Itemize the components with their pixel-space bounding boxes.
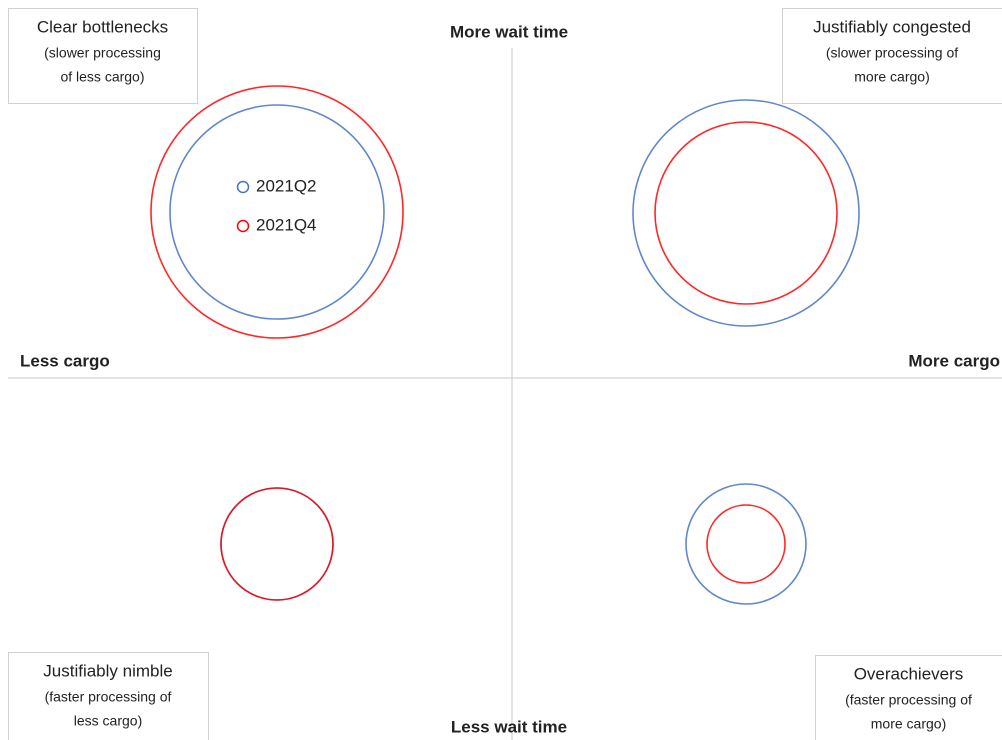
quadrant-title: Justifiably nimble	[43, 661, 172, 680]
axis-label-left: Less cargo	[20, 351, 110, 370]
axis-label-bottom: Less wait time	[451, 717, 567, 736]
bubble	[150, 85, 404, 339]
legend-marker	[236, 219, 250, 233]
legend-marker	[236, 180, 250, 194]
legend-label: 2021Q4	[256, 215, 317, 234]
quadrant-subtitle: (slower processing of	[826, 45, 958, 61]
quadrant-title: Overachievers	[854, 664, 964, 683]
quadrant-subtitle: (faster processing of	[45, 689, 172, 705]
bubble	[654, 121, 838, 305]
quadrant-box	[815, 655, 1002, 740]
legend-label: 2021Q2	[256, 176, 317, 195]
bubble	[220, 487, 334, 601]
quadrant-box	[8, 652, 209, 740]
quadrant-subtitle: more cargo)	[871, 716, 946, 732]
bubble	[685, 483, 807, 605]
quadrant-title: Justifiably congested	[813, 17, 971, 36]
bubble	[632, 99, 860, 327]
axis-label-right: More cargo	[908, 351, 1000, 370]
quadrant-subtitle: (slower processing	[44, 45, 161, 61]
quadrant-title: Clear bottlenecks	[37, 17, 168, 36]
quadrant-subtitle: less cargo)	[74, 713, 142, 729]
quadrant-box	[782, 8, 1002, 104]
quadrant-box	[8, 8, 198, 104]
bubble	[706, 504, 786, 584]
quadrant-subtitle: more cargo)	[854, 69, 929, 85]
quadrant-subtitle: (faster processing of	[845, 692, 972, 708]
quadrant-subtitle: of less cargo)	[60, 69, 144, 85]
axis-label-top: More wait time	[450, 22, 568, 41]
bubble	[169, 104, 385, 320]
